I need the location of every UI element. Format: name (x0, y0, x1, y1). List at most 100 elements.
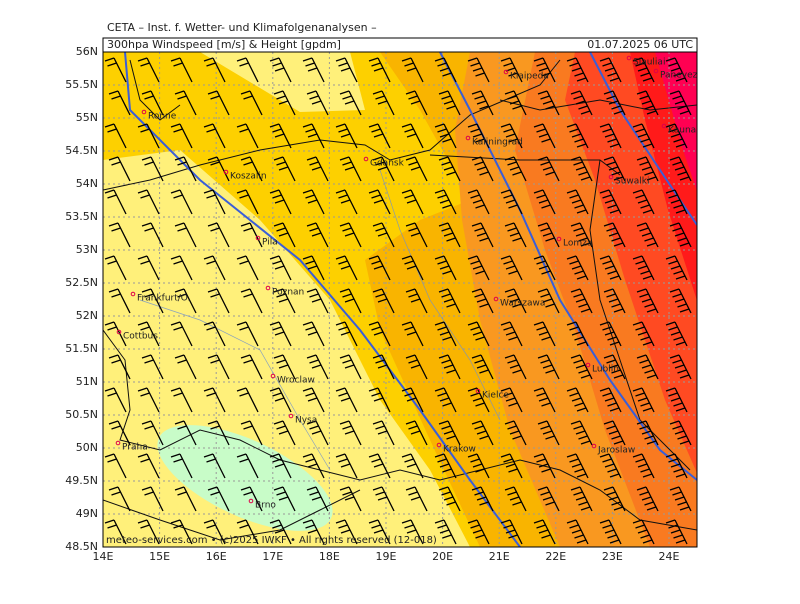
city-label: Brno (255, 501, 276, 511)
wind-barb (632, 255, 655, 281)
city-marker (288, 413, 294, 419)
wind-barb (368, 189, 391, 215)
wind-barb (269, 123, 292, 149)
city-label: Koszalin (230, 172, 267, 182)
wind-barb (141, 420, 164, 446)
wind-barb (368, 123, 391, 149)
wind-barb (141, 354, 164, 380)
wind-barb (269, 453, 292, 479)
wind-barb (636, 486, 659, 512)
city-label: Suwalki (615, 177, 650, 187)
wind-barb (174, 222, 197, 248)
wind-barb (368, 321, 391, 347)
wind-barb (174, 354, 197, 380)
city-label: Wroclaw (277, 376, 315, 386)
lon-label: 18E (319, 550, 340, 563)
wind-barb (405, 354, 428, 380)
wind-barb (438, 222, 461, 248)
wind-barb (405, 486, 428, 512)
wind-barb (665, 189, 688, 215)
wind-barb (603, 222, 626, 248)
wind-barb (471, 420, 494, 446)
wind-barb (302, 453, 325, 479)
city-label: Kielce (482, 391, 509, 401)
wind-barb (174, 420, 197, 446)
wind-barb (533, 453, 556, 479)
wind-barb (170, 387, 193, 413)
wind-barb (438, 90, 461, 116)
wind-barb (269, 255, 292, 281)
wind-barb (104, 387, 127, 413)
city-marker (248, 498, 254, 504)
city-label: Ronne (148, 112, 177, 122)
lat-label: 49.5N (65, 474, 98, 487)
wind-barb (566, 519, 589, 545)
field-band (655, 52, 697, 192)
wind-barb (500, 189, 523, 215)
wind-barb (108, 156, 131, 182)
wind-barb (339, 420, 362, 446)
lon-label: 20E (432, 550, 453, 563)
wind-barb (104, 453, 127, 479)
wind-barb (405, 420, 428, 446)
wind-barb (599, 123, 622, 149)
lat-label: 55N (76, 111, 98, 124)
city-marker (141, 109, 147, 115)
wind-barb (236, 519, 259, 545)
wind-barb (570, 156, 593, 182)
wind-barb (203, 321, 226, 347)
wind-barb (335, 387, 358, 413)
wind-barb (273, 90, 296, 116)
wind-barb (137, 123, 160, 149)
city-label: Lublin (592, 365, 619, 375)
wind-barb (665, 453, 688, 479)
footer: meteo-services.com • (c)2025 IWKF • All … (106, 535, 437, 546)
wind-barb (137, 321, 160, 347)
city-marker (493, 296, 499, 302)
wind-barb (438, 156, 461, 182)
wind-barb (533, 189, 556, 215)
valid-time: 01.07.2025 06 UTC (587, 38, 693, 51)
wind-barb (566, 453, 589, 479)
city-label: Warszawa (500, 299, 545, 309)
wind-barb (236, 57, 259, 83)
wind-barb (174, 288, 197, 314)
wind-barb (108, 486, 131, 512)
city-marker (585, 362, 591, 368)
wind-barb (368, 519, 391, 545)
wind-barb (599, 57, 622, 83)
lon-label: 23E (602, 550, 623, 563)
city-marker (255, 235, 261, 241)
wind-barb (599, 255, 622, 281)
wind-barb (137, 519, 160, 545)
lat-label: 50N (76, 441, 98, 454)
city-label: Jaroslaw (597, 446, 635, 456)
wind-barb (405, 156, 428, 182)
wind-barb (566, 321, 589, 347)
wind-barb (471, 288, 494, 314)
wind-barb (174, 156, 197, 182)
title: 300hpa Windspeed [m/s] & Height [gpdm] (107, 38, 341, 51)
city-marker (363, 156, 369, 162)
wind-barb (632, 123, 655, 149)
city-marker (265, 285, 271, 291)
wind-barb (533, 57, 556, 83)
wind-barb (401, 189, 424, 215)
wind-barb (434, 453, 457, 479)
wind-barb (203, 57, 226, 83)
wind-barb (207, 420, 230, 446)
wind-barb (632, 321, 655, 347)
wind-barb (467, 57, 490, 83)
wind-barb (104, 123, 127, 149)
axes: 56N 55.5N 55N 54.5N 54N 53.5N 53N 52.5N 52N 51.5N… (65, 45, 679, 563)
wind-barb (434, 321, 457, 347)
institute: CETA – Inst. f. Wetter- und Klimafolgena… (107, 21, 377, 34)
wind-barb (570, 222, 593, 248)
city-marker (591, 443, 597, 449)
wind-barb (599, 519, 622, 545)
wind-barb (339, 354, 362, 380)
wind-barb (372, 288, 395, 314)
wind-barb (537, 90, 560, 116)
wind-barb (599, 321, 622, 347)
